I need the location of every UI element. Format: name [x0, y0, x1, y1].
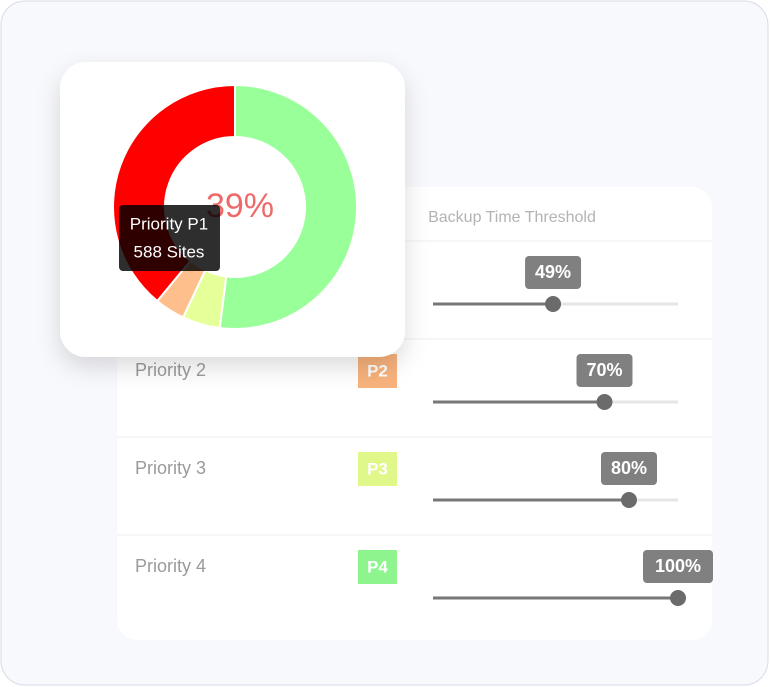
slider-thumb — [621, 492, 637, 508]
value-label: 70% — [586, 360, 622, 380]
tooltip-title: Priority P1 — [130, 214, 208, 233]
badge-label: P2 — [367, 361, 388, 380]
table-header: Backup Time Threshold — [428, 209, 596, 226]
badge-label: P3 — [367, 459, 388, 478]
priority-badge — [358, 550, 397, 584]
priority-label: Priority 2 — [135, 360, 206, 380]
slider-thumb — [545, 296, 562, 312]
value-bubble — [643, 550, 713, 583]
slider-thumb — [596, 394, 613, 410]
value-label: 49% — [535, 262, 571, 282]
badge-label: P4 — [367, 557, 388, 576]
value-bubble — [576, 354, 633, 387]
priority-badge — [358, 354, 397, 388]
priority-label: Priority 4 — [135, 556, 206, 576]
value-bubble — [601, 452, 657, 485]
donut-slice — [218, 83, 358, 330]
priority-badge — [358, 452, 397, 486]
tooltip — [119, 205, 220, 271]
value-bubble — [525, 256, 582, 289]
tooltip-detail: 588 Sites — [134, 242, 205, 261]
slider-thumb — [670, 590, 686, 606]
value-label: 80% — [611, 458, 647, 478]
priority-label: Priority 3 — [135, 458, 206, 478]
value-label: 100% — [655, 556, 701, 576]
